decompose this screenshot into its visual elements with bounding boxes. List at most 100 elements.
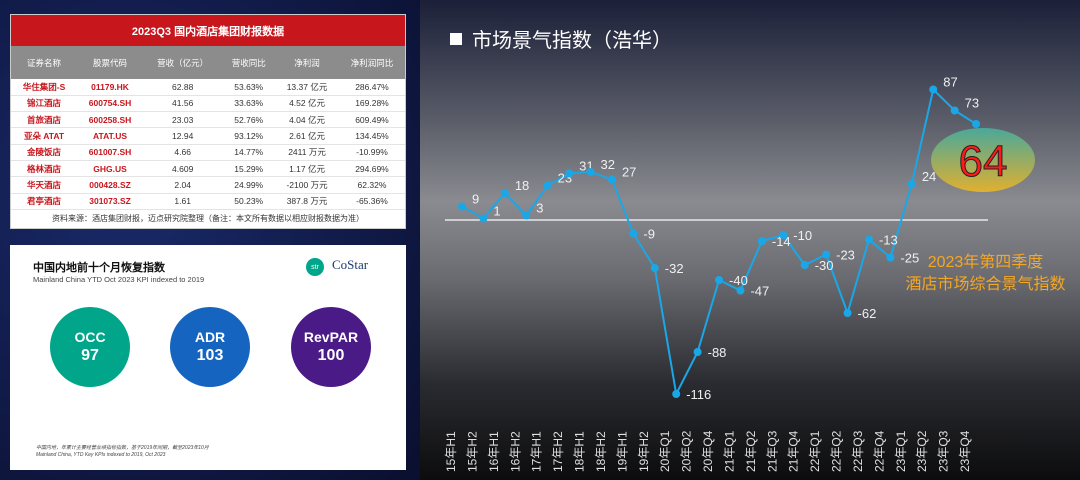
- column-header: 股票代码: [77, 46, 144, 79]
- table-cell: 2.61 亿元: [275, 127, 339, 145]
- data-point: [886, 253, 895, 262]
- data-point: [607, 175, 616, 184]
- data-label: 3: [536, 201, 543, 216]
- data-label: -10: [793, 228, 812, 243]
- x-tick-label: 18年H2: [594, 431, 608, 472]
- table-cell: 41.56: [143, 95, 223, 113]
- x-tick-label: 21年Q3: [765, 430, 779, 472]
- data-label: 18: [515, 178, 529, 193]
- data-point: [500, 189, 509, 197]
- table-cell: 24.99%: [222, 176, 276, 194]
- bullet-square-icon: [450, 32, 462, 45]
- x-tick-label: 22年Q1: [808, 430, 822, 472]
- costar-logo: CoStar: [332, 257, 369, 272]
- data-label: 9: [472, 192, 479, 207]
- table-cell: 33.63%: [222, 95, 276, 113]
- table-cell: 50.23%: [222, 193, 276, 210]
- x-tick-label: 22年Q2: [830, 430, 844, 472]
- column-header: 营收（亿元）: [143, 46, 223, 79]
- table-cell: 14.77%: [222, 144, 276, 161]
- x-tick-label: 20年Q1: [658, 430, 672, 472]
- table-cell: 金陵饭店: [11, 144, 78, 161]
- data-point: [972, 120, 981, 128]
- kpi-subtitle: Mainland China YTD Oct 2023 KPI indexed …: [33, 275, 205, 284]
- data-point: [929, 85, 938, 94]
- table-cell: 2.04: [143, 176, 223, 194]
- data-point: [757, 237, 766, 245]
- x-tick-label: 20年Q2: [680, 430, 694, 472]
- table-row: 君亭酒店 301073.SZ 1.61 50.23% 387.8 万元 -65.36%: [11, 193, 405, 210]
- data-label: -23: [836, 248, 855, 263]
- table-cell: 62.32%: [338, 176, 405, 194]
- table-cell: 15.29%: [222, 160, 276, 178]
- table-cell: 华住集团-S: [11, 79, 78, 96]
- table-cell: -65.36%: [338, 193, 405, 210]
- data-point: [479, 214, 488, 223]
- table-cell: 387.8 万元: [275, 193, 339, 210]
- data-label: -40: [729, 273, 748, 288]
- data-point: [800, 261, 809, 269]
- table-cell: 301073.SZ: [77, 193, 144, 210]
- data-label: -30: [815, 258, 834, 273]
- financial-table-panel: 2023Q3 国内酒店集团财报数据 证券名称 股票代码 营收（亿元） 营收同比 净利润净…: [10, 14, 406, 229]
- table-cell: 53.63%: [222, 79, 276, 96]
- table-row: 首旅酒店 600258.SH 23.03 52.76% 4.04 亿元 609.49%: [11, 111, 405, 129]
- data-point: [822, 250, 831, 259]
- x-tick-label: 23年Q1: [894, 430, 908, 472]
- x-tick-label: 21年Q2: [744, 430, 758, 472]
- data-label: -116: [686, 387, 711, 402]
- table-cell: 4.609: [143, 160, 223, 178]
- table-cell: 286.47%: [338, 79, 405, 96]
- column-header: 净利润: [275, 46, 339, 79]
- table-cell: 601007.SH: [77, 144, 144, 161]
- table-cell: 93.12%: [222, 127, 276, 145]
- data-point: [715, 276, 724, 284]
- table-cell: 1.17 亿元: [275, 160, 339, 178]
- table-cell: 4.04 亿元: [275, 111, 339, 129]
- column-header: 证券名称: [11, 46, 78, 79]
- table-cell: 华天酒店: [11, 176, 78, 194]
- data-label: 32: [601, 157, 615, 172]
- table-cell: -2100 万元: [275, 176, 339, 194]
- table-cell: 4.52 亿元: [275, 95, 339, 113]
- kpi-circle-adr: ADR 103: [170, 307, 250, 387]
- data-label: -32: [665, 261, 684, 276]
- data-label: 87: [943, 75, 957, 90]
- x-tick-label: 23年Q4: [958, 430, 972, 472]
- data-label: 24: [922, 169, 936, 184]
- chart-annotation: 2023年第四季度 酒店市场综合景气指数: [905, 254, 1066, 293]
- data-point: [522, 211, 531, 220]
- table-row: 格林酒店 GHG.US 4.609 15.29% 1.17 亿元 294.69%: [11, 160, 405, 178]
- highlight-ellipse: [931, 128, 1035, 192]
- table-row: 亚朵 ATAT ATAT.US 12.94 93.12% 2.61 亿元 134.45%: [11, 127, 405, 145]
- data-point: [950, 106, 959, 115]
- x-tick-label: 16年H2: [508, 431, 522, 472]
- data-point: [843, 309, 852, 317]
- x-tick-label: 23年Q3: [937, 430, 951, 472]
- data-label: 73: [965, 96, 979, 111]
- kpi-footnote: 中国内地，年累计主要经营业绩指标指数，基于2019年同期，截至2023年10月 M…: [36, 445, 209, 458]
- x-tick-label: 15年H1: [444, 431, 458, 472]
- data-point: [779, 231, 788, 239]
- table-cell: 600754.SH: [77, 95, 144, 113]
- x-tick-label: 21年Q4: [787, 430, 801, 472]
- table-cell: 294.69%: [338, 160, 405, 178]
- data-point: [458, 202, 466, 211]
- table-cell: 000428.SZ: [77, 176, 144, 194]
- data-label: 27: [622, 165, 636, 180]
- table-cell: -10.99%: [338, 144, 405, 161]
- data-label: 1: [493, 204, 500, 219]
- data-point: [672, 390, 681, 398]
- x-tick-label: 16年H1: [487, 431, 501, 472]
- column-header: 营收同比: [222, 46, 276, 79]
- data-label: -9: [643, 227, 655, 242]
- data-label: -13: [879, 233, 898, 248]
- str-logo: str: [306, 258, 324, 276]
- x-tick-label: 19年H1: [615, 431, 629, 472]
- table-title: 2023Q3 国内酒店集团财报数据: [11, 15, 405, 46]
- table-cell: 锦江酒店: [11, 95, 78, 113]
- table-cell: 600258.SH: [77, 111, 144, 129]
- x-tick-label: 22年Q4: [872, 430, 886, 472]
- data-point: [736, 286, 745, 295]
